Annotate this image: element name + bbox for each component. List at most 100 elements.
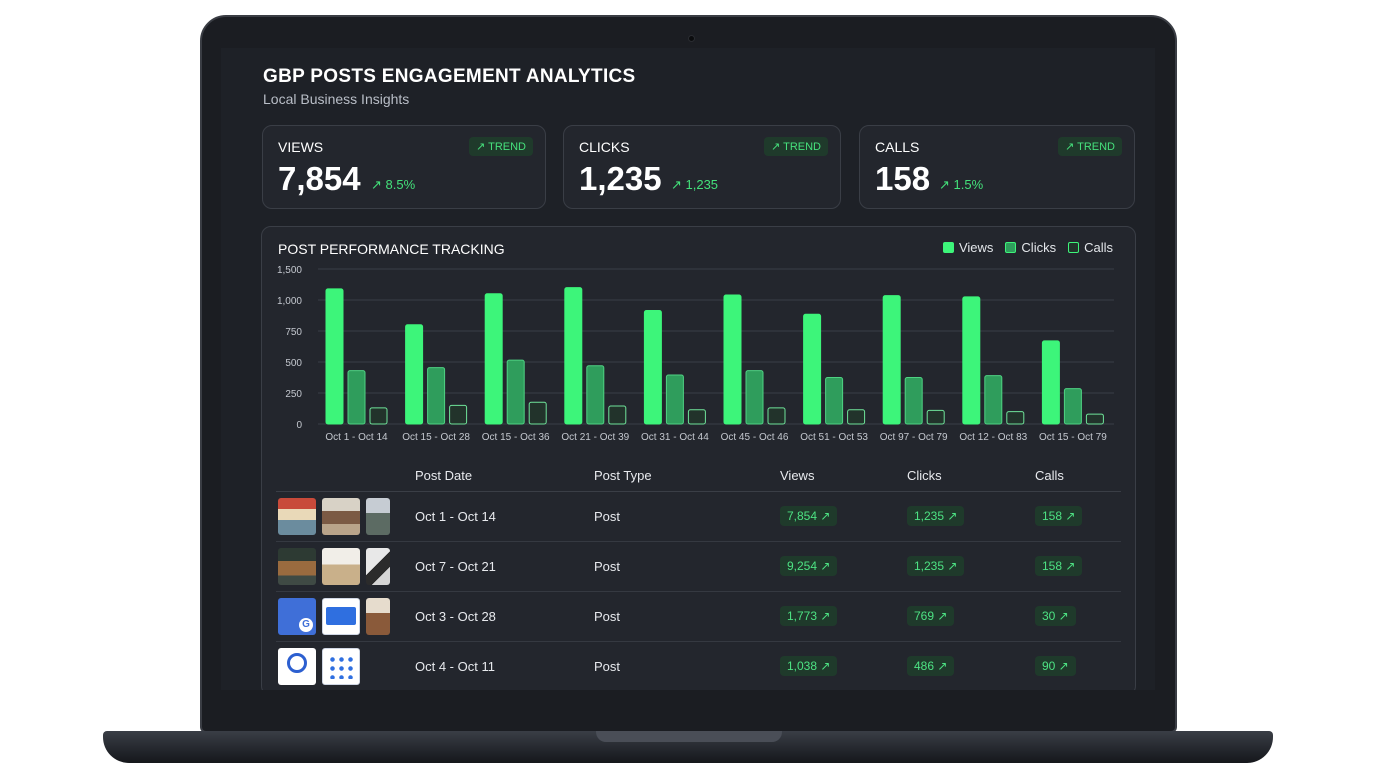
x-tick-label: Oct 97 - Oct 79 — [880, 432, 948, 443]
clicks-label: CLICKS — [579, 139, 630, 155]
y-tick-label: 250 — [285, 389, 302, 400]
legend-clicks[interactable]: Clicks — [1005, 240, 1056, 255]
post-date: Oct 7 - Oct 21 — [415, 559, 496, 574]
table-row[interactable]: Oct 1 - Oct 14 Post 7,854 ↗ 1,235 ↗ 158 … — [276, 492, 1121, 542]
clicks-bar — [745, 370, 764, 425]
bar-chart: 0 250 500 750 1,000 1,500 Oct 1 - Oct 14 Oct 15… — [277, 265, 1114, 443]
views-bar — [882, 295, 901, 425]
post-type: Post — [594, 609, 621, 624]
laptop-base — [103, 731, 1273, 763]
table-row[interactable]: G Oct 3 - Oct 28 Post 1,773 ↗ 769 ↗ 30 ↗ — [276, 592, 1121, 642]
calls-bar — [847, 409, 866, 425]
shop-interior-thumbnail[interactable] — [322, 498, 360, 535]
views-pill: 9,254 ↗ — [780, 556, 838, 576]
views-bar — [325, 288, 344, 425]
post-type: Post — [594, 559, 621, 574]
clicks-pill: 769 ↗ — [907, 606, 955, 626]
calls-bar — [528, 401, 547, 425]
calls-bar — [687, 409, 706, 425]
header-post-type[interactable]: Post Type — [594, 468, 652, 483]
listing-banner — [326, 607, 356, 625]
camera-icon — [688, 35, 695, 42]
views-bar — [1041, 340, 1060, 425]
calls-bar — [449, 404, 468, 425]
header-clicks[interactable]: Clicks — [907, 468, 942, 483]
y-tick-label: 750 — [285, 327, 302, 338]
calls-bar — [926, 409, 945, 425]
logo-icon — [287, 653, 307, 673]
views-value: 7,854 — [278, 160, 361, 197]
post-type: Post — [594, 659, 621, 674]
clicks-trend-badge[interactable]: ↗ TREND — [764, 137, 828, 156]
calls-bar — [369, 407, 388, 425]
listing-thumbnail[interactable] — [322, 598, 360, 635]
calls-bar — [767, 407, 786, 425]
clicks-bar — [1063, 388, 1082, 425]
post-thumbnails: G — [278, 598, 390, 635]
views-bar — [564, 287, 583, 425]
legend-calls[interactable]: Calls — [1068, 240, 1113, 255]
views-pill: 1,038 ↗ — [780, 656, 838, 676]
calls-pill: 90 ↗ — [1035, 656, 1076, 676]
page-title: GBP POSTS ENGAGEMENT ANALYTICS — [263, 66, 636, 87]
legend-clicks-label: Clicks — [1021, 240, 1057, 255]
views-swatch — [942, 242, 954, 253]
post-type: Post — [594, 509, 621, 524]
post-thumbnails — [278, 498, 390, 535]
calls-trend-badge[interactable]: ↗ TREND — [1058, 137, 1122, 156]
header-views[interactable]: Views — [780, 468, 815, 483]
views-pill: 7,854 ↗ — [780, 506, 838, 526]
clicks-card[interactable]: CLICKS 1,235 ↗ 1,235 ↗ TREND — [563, 125, 841, 209]
y-tick-label: 1,500 — [277, 265, 302, 276]
clicks-bar — [506, 359, 525, 425]
table-row[interactable]: Oct 4 - Oct 11 Post 1,038 ↗ 486 ↗ 90 ↗ — [276, 642, 1121, 690]
x-tick-label: Oct 21 - Oct 39 — [561, 432, 629, 443]
logo-thumbnail[interactable] — [278, 648, 316, 685]
views-trend-badge[interactable]: ↗ TREND — [469, 137, 533, 156]
clicks-bar — [904, 377, 923, 425]
clicks-value: 1,235 — [579, 160, 662, 197]
laptop-notch — [596, 731, 782, 742]
x-tick-label: Oct 51 - Oct 53 — [800, 432, 868, 443]
post-date: Oct 4 - Oct 11 — [415, 659, 495, 674]
clicks-bar — [984, 375, 1003, 425]
products-thumbnail[interactable] — [322, 548, 360, 585]
header-post-date[interactable]: Post Date — [415, 468, 473, 483]
chart-title: POST PERFORMANCE TRACKING — [278, 241, 505, 257]
clicks-bar — [825, 377, 844, 425]
google-business-thumbnail[interactable]: G — [278, 598, 316, 635]
clicks-pill: 486 ↗ — [907, 656, 955, 676]
x-tick-label: Oct 45 - Oct 46 — [721, 432, 789, 443]
coffee-thumbnail[interactable] — [366, 598, 390, 635]
calls-bar — [1006, 411, 1025, 425]
calls-pill: 158 ↗ — [1035, 556, 1083, 576]
x-tick-label: Oct 15 - Oct 36 — [482, 432, 550, 443]
views-label: VIEWS — [278, 139, 324, 155]
legend-views-label: Views — [958, 240, 994, 255]
table-row[interactable]: Oct 7 - Oct 21 Post 9,254 ↗ 1,235 ↗ 158 … — [276, 542, 1121, 592]
calls-label: CALLS — [875, 139, 920, 155]
calls-card[interactable]: CALLS 158 ↗ 1.5% ↗ TREND — [859, 125, 1135, 209]
clicks-pill: 1,235 ↗ — [907, 556, 965, 576]
x-tick-label: Oct 31 - Oct 44 — [641, 432, 709, 443]
grid-icon — [328, 655, 356, 679]
services-grid-thumbnail[interactable] — [322, 648, 360, 685]
clicks-delta: ↗ 1,235 — [671, 177, 719, 192]
header-calls[interactable]: Calls — [1035, 468, 1064, 483]
clicks-bar — [347, 370, 366, 425]
calls-pill: 30 ↗ — [1035, 606, 1076, 626]
legend-calls-label: Calls — [1084, 240, 1113, 255]
clicks-bar — [665, 374, 684, 425]
legend-views[interactable]: Views — [942, 240, 994, 255]
phone-thumbnail[interactable] — [366, 548, 390, 585]
y-tick-label: 1,000 — [277, 296, 302, 307]
y-tick-label: 0 — [296, 420, 302, 431]
shelf-thumbnail[interactable] — [366, 498, 390, 535]
storefront-thumbnail[interactable] — [278, 498, 316, 535]
clicks-bar — [586, 365, 605, 425]
storefront-thumbnail[interactable] — [278, 548, 316, 585]
views-bar — [643, 310, 662, 425]
x-tick-label: Oct 12 - Oct 83 — [959, 432, 1027, 443]
views-card[interactable]: VIEWS 7,854 ↗ 8.5% ↗ TREND — [262, 125, 546, 209]
x-tick-label: Oct 15 - Oct 79 — [1039, 432, 1107, 443]
